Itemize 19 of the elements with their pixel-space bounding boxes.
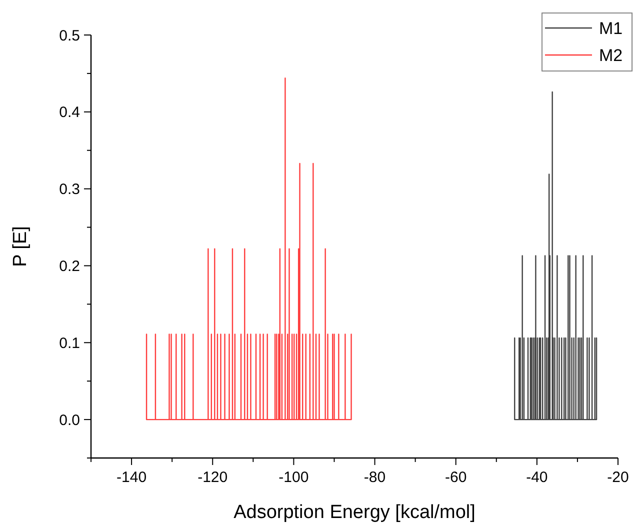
y-axis-title: P [E] [10,226,31,267]
y-tick-label: 0.5 [59,27,80,44]
x-tick-label: -140 [116,469,147,486]
x-tick-label: -20 [607,469,629,486]
x-tick-label: -120 [198,469,228,486]
line-series [514,91,598,420]
x-tick-label: -60 [445,469,467,486]
y-tick-label: 0.3 [59,181,80,198]
x-tick-label: -100 [278,469,309,486]
y-tick-label: 0.2 [59,258,80,275]
legend-label: M1 [599,18,623,38]
x-tick-label: -80 [364,469,386,486]
line-series [146,77,352,420]
y-tick-label: 0.1 [59,334,80,352]
y-tick-label: 0.4 [59,104,80,122]
x-tick-label: -40 [526,469,548,486]
x-axis-title: Adsorption Energy [kcal/mol] [234,502,476,523]
y-tick-label: 0.0 [59,412,80,429]
legend-label: M2 [599,46,623,65]
